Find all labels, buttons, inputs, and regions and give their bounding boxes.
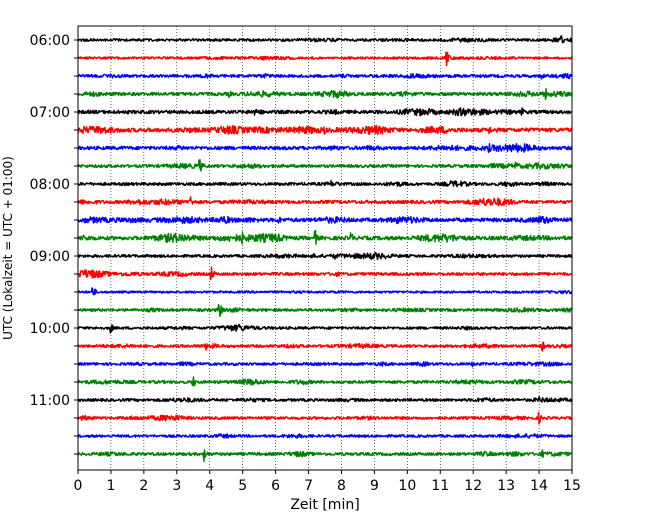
y-tick-label: 08:00 <box>30 177 70 193</box>
x-tick-label: 14 <box>530 478 548 494</box>
x-axis-label: Zeit [min] <box>290 497 359 513</box>
trace-1000 <box>77 323 573 334</box>
plot-background <box>78 26 572 470</box>
grid-lines <box>110 26 540 470</box>
trace-0730 <box>77 142 573 154</box>
trace-0930 <box>77 287 573 296</box>
x-tick-label: 7 <box>304 478 313 494</box>
x-tick-label: 0 <box>74 478 83 494</box>
x-axis-ticks: 0 1 2 3 4 5 6 7 8 9 10 11 12 13 14 15 <box>74 470 581 494</box>
x-tick-label: 12 <box>464 478 482 494</box>
y-tick-label: 11:00 <box>30 393 70 409</box>
x-tick-label: 4 <box>205 478 214 494</box>
trace-0815 <box>77 196 573 207</box>
x-tick-label: 11 <box>431 478 449 494</box>
trace-1145 <box>77 449 573 463</box>
x-tick-label: 15 <box>563 478 581 494</box>
x-tick-label: 3 <box>172 478 181 494</box>
y-tick-label: 10:00 <box>30 321 70 337</box>
y-axis-label: UTC (Lokalzeit = UTC + 01:00) <box>1 156 15 340</box>
trace-0715 <box>77 124 573 135</box>
trace-0645 <box>77 88 573 101</box>
x-tick-label: 1 <box>106 478 115 494</box>
trace-0600 <box>77 35 573 44</box>
trace-0915 <box>77 266 573 281</box>
x-tick-label: 9 <box>370 478 379 494</box>
trace-0900 <box>77 251 573 261</box>
trace-1100 <box>77 396 573 403</box>
trace-0945 <box>77 303 573 318</box>
x-tick-label: 13 <box>497 478 515 494</box>
trace-0845 <box>77 229 573 245</box>
x-tick-label: 8 <box>337 478 346 494</box>
y-tick-label: 06:00 <box>30 33 70 49</box>
x-tick-label: 5 <box>238 478 247 494</box>
trace-1030 <box>77 361 573 368</box>
trace-0800 <box>77 179 573 188</box>
trace-1130 <box>77 433 573 439</box>
trace-0830 <box>77 215 573 225</box>
x-tick-label: 2 <box>139 478 148 494</box>
trace-group <box>77 35 573 463</box>
x-tick-label: 6 <box>271 478 280 494</box>
trace-1115 <box>77 411 573 425</box>
y-axis-ticks: 06:00 07:00 08:00 09:00 10:00 11:00 <box>30 33 78 455</box>
plot-frame <box>77 25 573 471</box>
trace-1045 <box>77 376 573 387</box>
trace-0700 <box>77 107 573 117</box>
x-tick-label: 10 <box>398 478 416 494</box>
trace-0745 <box>77 159 573 172</box>
y-tick-label: 09:00 <box>30 249 70 265</box>
trace-1015 <box>77 341 573 352</box>
trace-0615 <box>77 51 573 67</box>
trace-0630 <box>77 72 573 80</box>
y-tick-label: 07:00 <box>30 105 70 121</box>
